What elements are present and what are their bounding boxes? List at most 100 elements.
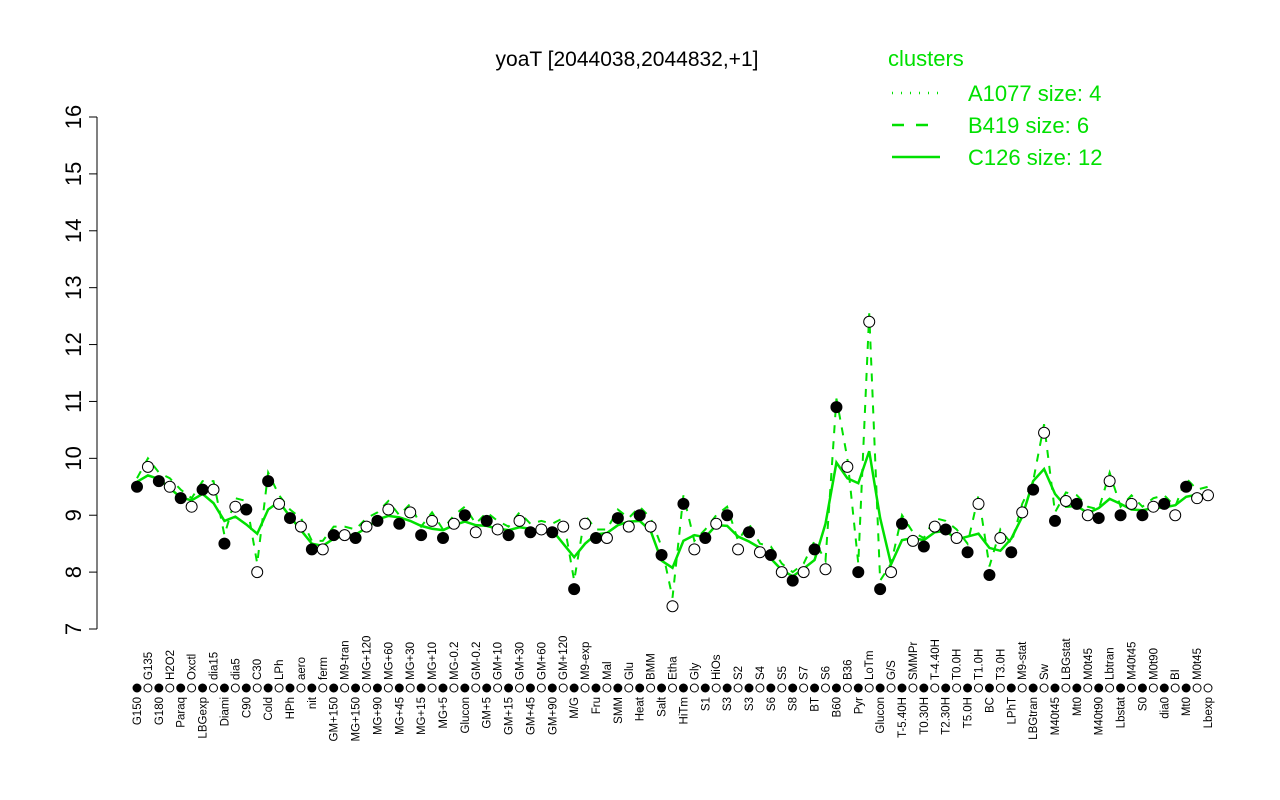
data-point bbox=[961, 546, 974, 559]
x-tick-label: LPh bbox=[274, 660, 286, 680]
x-tick-label: S4 bbox=[755, 665, 767, 680]
x-rug-point bbox=[678, 683, 688, 693]
data-point bbox=[677, 497, 690, 510]
x-tick-label: T1.0H bbox=[974, 649, 986, 680]
x-tick-label: GM+5 bbox=[482, 697, 494, 729]
x-tick-label: G180 bbox=[154, 697, 166, 725]
x-tick-label: M0t45 bbox=[1192, 648, 1204, 680]
x-tick-label: G135 bbox=[143, 652, 155, 680]
data-point bbox=[863, 315, 876, 328]
data-point bbox=[972, 497, 985, 510]
x-rug-point bbox=[930, 683, 940, 693]
data-point bbox=[1092, 512, 1105, 525]
x-rug-point bbox=[438, 683, 448, 693]
x-tick-label: S6 bbox=[766, 697, 778, 711]
x-tick-label: T2.30H bbox=[941, 697, 953, 735]
x-rug-point bbox=[831, 683, 841, 693]
data-point bbox=[174, 492, 187, 505]
x-rug-point bbox=[372, 683, 382, 693]
x-rug-point bbox=[580, 683, 590, 693]
x-tick-label: T5.0H bbox=[963, 697, 975, 728]
x-rug-point bbox=[864, 683, 874, 693]
x-rug-point bbox=[504, 683, 514, 693]
data-point bbox=[207, 483, 220, 496]
x-tick-label: SMMPr bbox=[908, 642, 920, 681]
x-tick-label: T0.0H bbox=[952, 649, 964, 680]
x-rug-point bbox=[547, 683, 557, 693]
x-rug-point bbox=[285, 683, 295, 693]
data-point bbox=[590, 531, 602, 544]
x-tick-label: Salt bbox=[657, 696, 669, 717]
x-rug-point bbox=[405, 683, 415, 693]
y-tick-label: 12 bbox=[61, 332, 86, 356]
x-rug-point bbox=[383, 683, 393, 693]
x-rug-point bbox=[810, 683, 820, 693]
data-point bbox=[950, 531, 963, 544]
x-tick-label: G/S bbox=[886, 660, 898, 680]
data-point bbox=[251, 566, 264, 579]
x-rug-point bbox=[493, 683, 503, 693]
x-tick-label: S8 bbox=[788, 697, 800, 711]
data-point bbox=[141, 460, 154, 473]
x-rug-point bbox=[219, 683, 229, 693]
x-rug-point bbox=[1105, 683, 1115, 693]
data-point bbox=[131, 480, 143, 493]
x-rug-point bbox=[886, 683, 896, 693]
data-point bbox=[163, 480, 176, 493]
x-rug-point bbox=[449, 683, 459, 693]
data-point bbox=[1059, 495, 1072, 507]
x-rug-point bbox=[198, 683, 208, 693]
data-point bbox=[316, 543, 329, 556]
data-point bbox=[546, 526, 559, 539]
y-axis: 7 8 9 10 11 12 13 14 15 16 bbox=[61, 105, 98, 635]
data-point bbox=[1070, 497, 1083, 510]
x-rug-point bbox=[165, 683, 175, 693]
y-tick-label: 15 bbox=[61, 162, 86, 186]
x-rug-point bbox=[340, 683, 350, 693]
x-tick-label: Lbstat bbox=[1116, 696, 1128, 728]
y-tick-label: 7 bbox=[61, 623, 86, 635]
x-tick-label: T-4.40H bbox=[930, 639, 942, 680]
x-rug-point bbox=[657, 683, 667, 693]
legend-entry: C126 size: 12 bbox=[968, 145, 1103, 170]
x-tick-label: S7 bbox=[799, 666, 811, 680]
x-tick-label: S0 bbox=[1137, 697, 1149, 711]
x-tick-label: S3 bbox=[722, 697, 734, 711]
x-rug-point bbox=[1028, 683, 1038, 693]
x-tick-label: Sw bbox=[1039, 663, 1051, 680]
x-rug-point bbox=[766, 683, 776, 693]
data-point bbox=[699, 531, 712, 544]
x-tick-label: BI bbox=[1170, 669, 1182, 680]
data-point bbox=[885, 566, 898, 579]
x-tick-label: MG+15 bbox=[416, 697, 428, 735]
x-rug-point bbox=[230, 683, 240, 693]
x-rug-point bbox=[427, 683, 437, 693]
data-point bbox=[939, 523, 952, 536]
data-point bbox=[874, 583, 887, 596]
data-point bbox=[710, 517, 723, 530]
chart-title: yoaT [2044038,2044832,+1] bbox=[496, 48, 759, 71]
x-tick-label: Glu bbox=[624, 662, 636, 680]
x-rug-point bbox=[624, 683, 634, 693]
y-tick-label: 14 bbox=[61, 219, 86, 243]
x-rug-point bbox=[318, 683, 328, 693]
x-rug-point bbox=[689, 683, 699, 693]
y-tick-label: 8 bbox=[61, 566, 86, 578]
x-tick-label: B36 bbox=[842, 660, 854, 680]
x-rug-point bbox=[974, 683, 983, 693]
data-point bbox=[1125, 497, 1138, 510]
x-rug-point bbox=[1192, 683, 1202, 693]
x-tick-label: ferm bbox=[318, 657, 330, 680]
x-tick-label: dia0 bbox=[1159, 697, 1171, 719]
data-point bbox=[415, 529, 428, 542]
x-tick-label: GM+150 bbox=[329, 697, 341, 741]
x-rug-point bbox=[154, 683, 164, 693]
data-point bbox=[633, 509, 646, 522]
data-point bbox=[688, 543, 701, 556]
x-rug-point bbox=[1137, 683, 1147, 693]
data-point bbox=[524, 526, 537, 539]
x-rug-point bbox=[875, 683, 885, 693]
data-point bbox=[1202, 489, 1214, 502]
x-rug-point bbox=[897, 683, 907, 693]
data-point bbox=[721, 509, 734, 522]
